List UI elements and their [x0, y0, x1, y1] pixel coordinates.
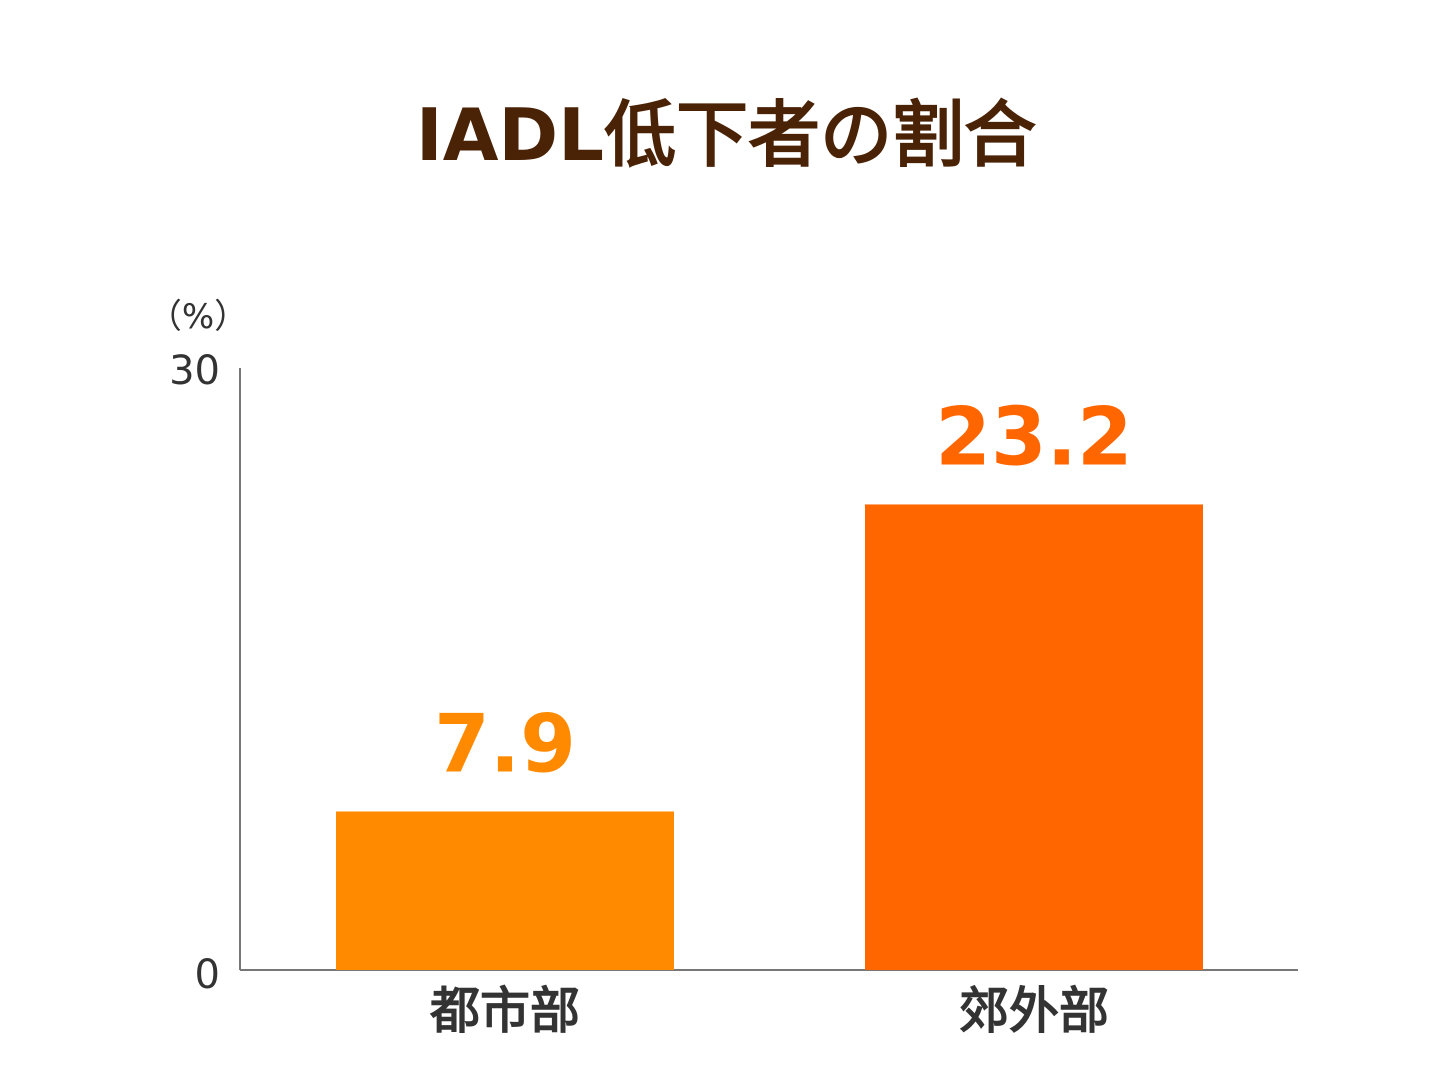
x-tick-label-1: 都市部 — [429, 982, 580, 1040]
y-tick-max: 30 — [169, 348, 220, 394]
bar-1 — [336, 811, 674, 970]
bars-group: 7.9 都市部 23.2 郊外部 — [336, 390, 1203, 1040]
y-tick-zero: 0 — [195, 952, 220, 998]
chart-title: IADL低下者の割合 — [416, 93, 1036, 177]
x-tick-label-2: 郊外部 — [959, 982, 1109, 1040]
bar-value-label-2: 23.2 — [935, 390, 1132, 483]
bar-2 — [865, 504, 1203, 970]
y-axis-unit-label: （%） — [148, 297, 248, 337]
bar-value-label-1: 7.9 — [434, 697, 576, 790]
